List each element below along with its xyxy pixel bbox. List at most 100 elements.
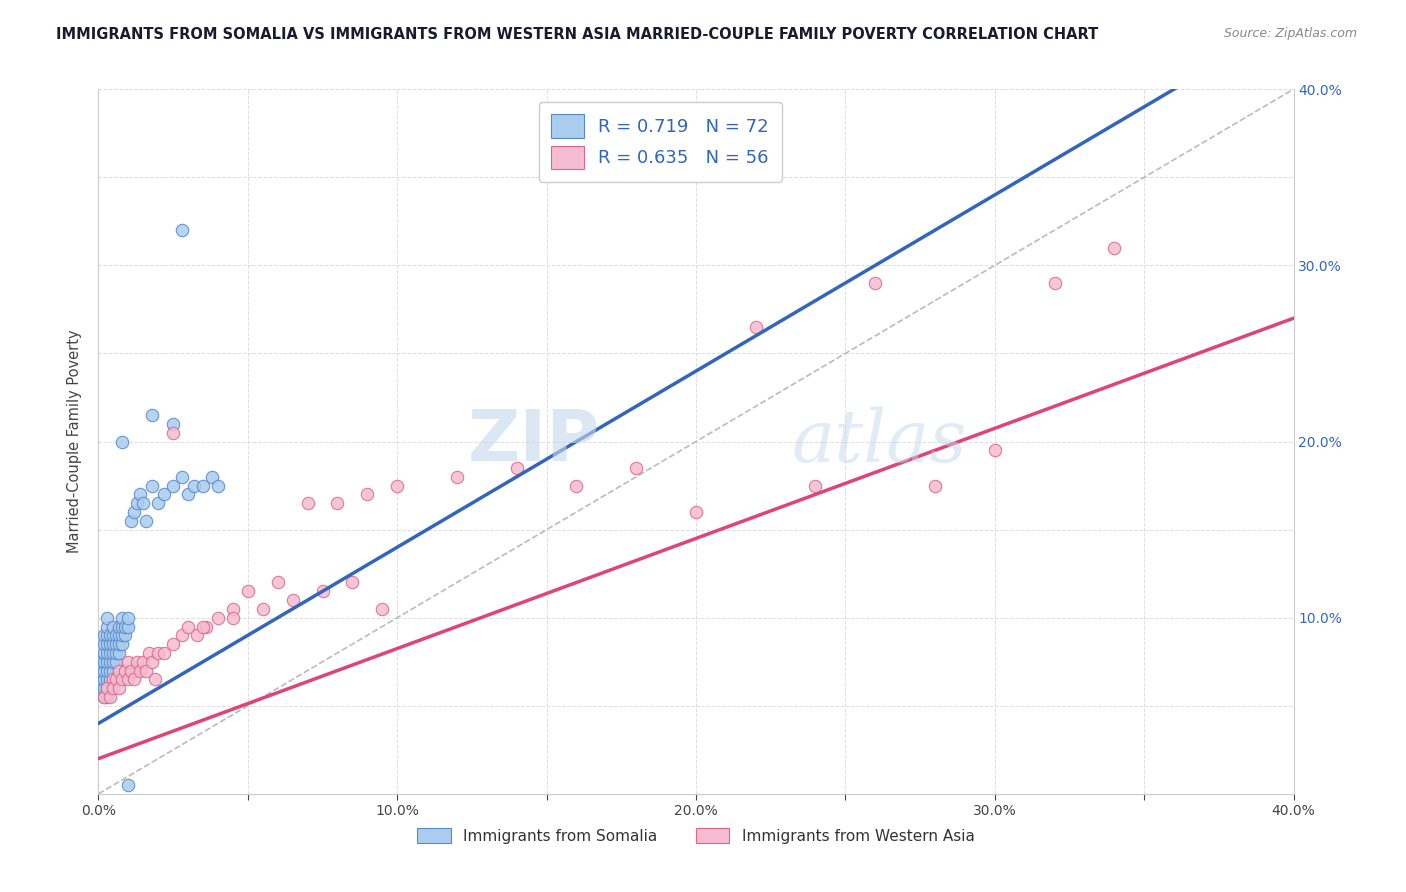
Point [96,646,118,660]
Point [105,628,128,642]
Point [124,664,146,678]
Point [103,637,125,651]
Point [506,461,529,475]
Point [93,690,115,704]
Point [446,469,468,483]
Point [105,637,128,651]
Point [103,646,125,660]
Point [90,664,112,678]
Point [93,628,115,642]
Point [111,619,134,633]
Point [103,664,125,678]
Point [326,496,349,510]
Point [90,673,112,687]
Point [281,593,304,607]
Point [141,408,163,422]
Point [191,478,214,492]
Point [186,628,208,642]
Point [105,646,128,660]
Point [108,664,131,678]
Point [111,628,134,642]
Point [177,487,200,501]
Point [98,690,122,704]
Point [177,619,200,633]
Point [117,673,139,687]
Point [105,673,128,687]
Point [626,461,648,475]
Point [685,505,707,519]
Text: Source: ZipAtlas.com: Source: ZipAtlas.com [1223,27,1357,40]
Text: atlas: atlas [792,406,967,477]
Point [129,664,152,678]
Point [172,223,194,237]
Point [96,690,118,704]
Point [207,478,229,492]
Point [141,655,163,669]
Point [195,619,218,633]
Point [96,637,118,651]
Point [207,610,229,624]
Point [96,664,118,678]
Point [222,602,245,616]
Point [297,496,319,510]
Point [153,487,176,501]
Point [1104,241,1126,255]
Point [93,637,115,651]
Point [93,646,115,660]
Point [96,628,118,642]
Point [96,681,118,696]
Point [111,637,134,651]
Point [135,514,157,528]
Point [924,478,946,492]
Point [117,610,139,624]
Point [129,487,152,501]
Point [96,610,118,624]
Y-axis label: Married-Couple Family Poverty: Married-Couple Family Poverty [67,330,83,553]
Point [124,673,146,687]
Point [183,478,205,492]
Point [804,478,827,492]
Point [103,681,125,696]
Point [132,496,155,510]
Point [865,276,887,290]
Point [93,664,115,678]
Point [120,664,142,678]
Point [114,628,136,642]
Point [111,434,134,449]
Point [565,478,588,492]
Point [745,320,768,334]
Point [120,514,142,528]
Point [108,628,131,642]
Point [108,637,131,651]
Point [114,664,136,678]
Point [143,673,166,687]
Point [96,681,118,696]
Point [93,690,115,704]
Point [98,664,122,678]
Point [108,619,131,633]
Point [98,673,122,687]
Point [117,619,139,633]
Point [984,443,1007,458]
Point [371,602,394,616]
Point [162,478,184,492]
Point [114,619,136,633]
Point [117,778,139,792]
Point [162,637,184,651]
Point [135,664,157,678]
Point [98,628,122,642]
Point [162,417,184,431]
Point [267,575,290,590]
Point [111,610,134,624]
Point [127,655,149,669]
Point [103,673,125,687]
Point [1043,276,1066,290]
Point [93,655,115,669]
Point [138,646,160,660]
Point [117,655,139,669]
Point [96,619,118,633]
Point [201,469,224,483]
Point [172,469,194,483]
Point [105,655,128,669]
Point [98,646,122,660]
